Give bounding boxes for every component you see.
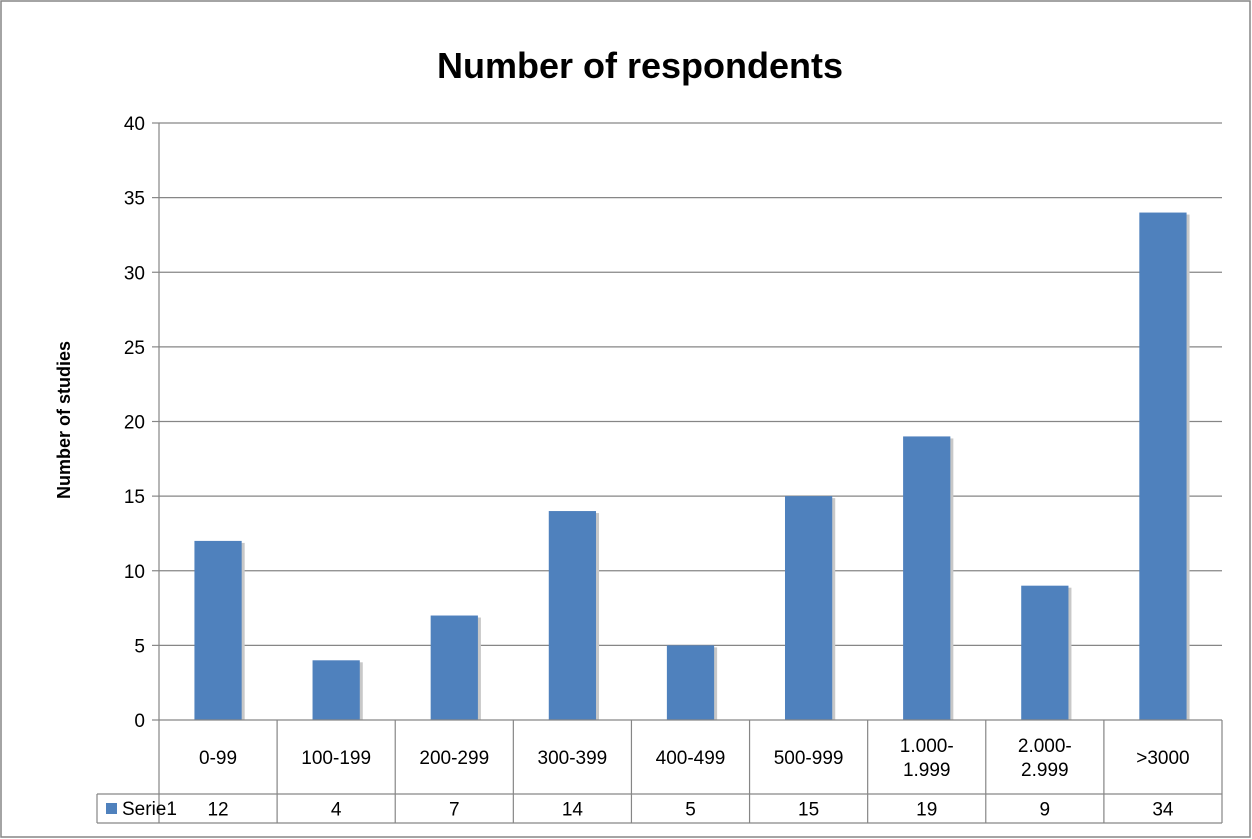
category-label: 1.000-: [900, 736, 954, 757]
data-table-value: 34: [1152, 800, 1174, 821]
legend-swatch: [106, 803, 117, 814]
category-label: 0-99: [199, 748, 237, 769]
data-table-value: 9: [1040, 800, 1051, 821]
axes: 0 5 10 15 20 25 30 35 40: [124, 114, 160, 732]
data-table-value: 14: [562, 800, 584, 821]
category-label: 200-299: [419, 748, 489, 769]
data-table-value: 5: [685, 800, 696, 821]
bar: [548, 511, 597, 720]
y-tick-label: 0: [134, 711, 145, 732]
category-label: 2.000-: [1018, 736, 1072, 757]
bar: [1021, 585, 1069, 720]
y-tick-label: 25: [124, 338, 145, 359]
bar: [784, 496, 833, 720]
y-axis-label: Number of studies: [54, 341, 74, 499]
data-table-value: 4: [331, 800, 342, 821]
y-tick-label: 35: [124, 189, 145, 210]
data-table-value: 19: [916, 800, 937, 821]
bar: [194, 540, 242, 720]
bar: [312, 660, 360, 720]
data-table: 0-99 100-199 200-299 300-399 400-499 500-999 1…: [96, 719, 1223, 824]
y-tick-label: 5: [134, 636, 145, 657]
y-tick-label: 10: [124, 562, 145, 583]
bar: [430, 615, 478, 720]
category-label: 400-499: [656, 748, 726, 769]
bar: [666, 645, 715, 720]
legend-series-name: Serie1: [122, 799, 177, 820]
y-tick-label: 30: [124, 263, 145, 284]
category-label: 100-199: [301, 748, 371, 769]
data-table-value: 7: [449, 800, 460, 821]
bar: [903, 436, 951, 720]
category-label: 300-399: [538, 748, 608, 769]
data-table-value: 12: [207, 800, 228, 821]
data-table-value: 15: [798, 800, 819, 821]
bars: [194, 212, 1190, 721]
y-tick-label: 20: [124, 413, 145, 434]
category-label: 2.999: [1021, 760, 1069, 781]
category-label: >3000: [1136, 748, 1189, 769]
chart-title: Number of respondents: [437, 45, 843, 86]
category-label: 1.999: [903, 760, 951, 781]
category-label: 500-999: [774, 748, 844, 769]
y-tick-label: 15: [124, 487, 145, 508]
bar: [1139, 212, 1187, 721]
y-tick-label: 40: [124, 114, 145, 135]
